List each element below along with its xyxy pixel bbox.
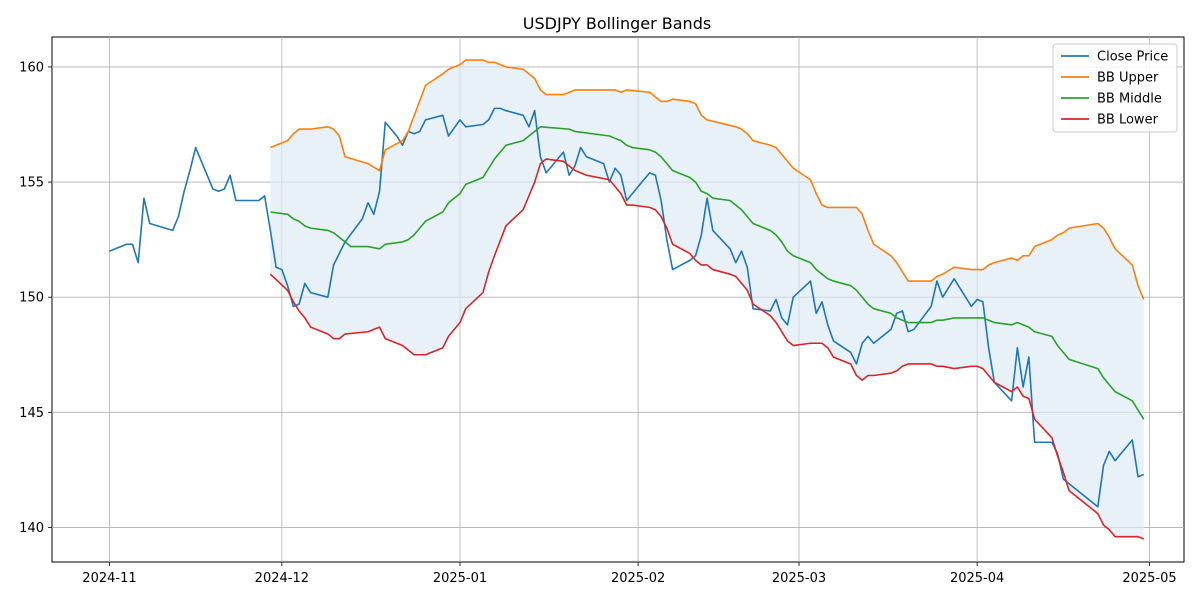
y-tick-label: 160	[19, 60, 44, 75]
legend-label-bb-lower: BB Lower	[1097, 113, 1159, 128]
x-tick-label: 2025-01	[433, 571, 487, 586]
chart-title: USDJPY Bollinger Bands	[523, 14, 711, 33]
x-tick-label: 2025-02	[611, 571, 665, 586]
series-line-bb-upper	[270, 59, 1145, 300]
x-axis-ticks: 2024-11 2024-12 2025-01 2025-02 2025-03 2025-…	[82, 562, 1177, 586]
legend-box	[1052, 43, 1178, 133]
bollinger-band-area	[270, 60, 1144, 539]
series-line-bb-lower	[269, 158, 1145, 540]
y-tick-label: 140	[19, 521, 44, 536]
series-line-close-price	[109, 107, 1145, 508]
y-tick-label: 150	[19, 291, 44, 306]
legend-label-bb-upper: BB Upper	[1097, 71, 1159, 86]
legend-label-close-price: Close Price	[1097, 50, 1168, 65]
series-lines	[109, 59, 1145, 540]
x-tick-label: 2025-05	[1122, 571, 1176, 586]
y-tick-label: 145	[19, 406, 44, 421]
series-line-bb-middle	[270, 126, 1145, 420]
plot-frame	[51, 36, 1185, 563]
x-tick-label: 2024-12	[255, 571, 309, 586]
y-tick-label: 155	[19, 176, 44, 191]
x-tick-label: 2025-04	[950, 571, 1004, 586]
y-axis-ticks: 140 145 150 155 160	[19, 60, 52, 536]
legend-label-bb-middle: BB Middle	[1097, 92, 1162, 107]
x-tick-label: 2025-03	[772, 571, 826, 586]
band-fill	[270, 60, 1144, 539]
x-tick-label: 2024-11	[82, 571, 136, 586]
legend: Close Price BB Upper BB Middle BB Lower	[1052, 43, 1178, 133]
